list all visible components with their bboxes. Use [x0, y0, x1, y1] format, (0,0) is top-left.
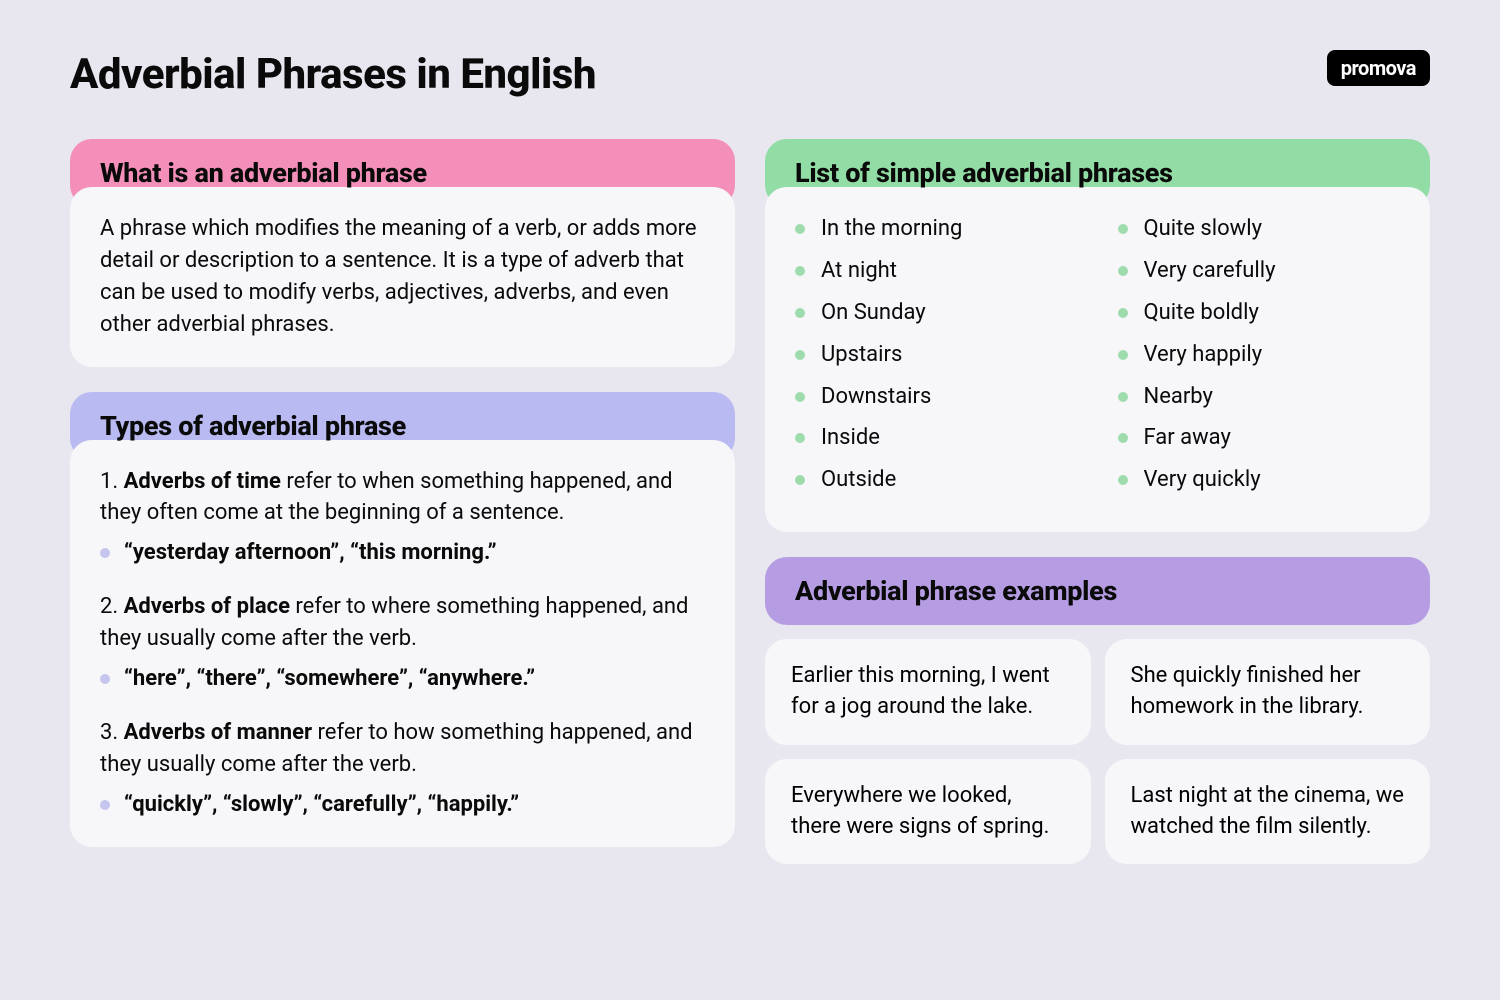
bullet-icon — [795, 475, 805, 485]
page-title: Adverbial Phrases in English — [70, 50, 596, 99]
list-item-label: At night — [821, 255, 897, 287]
list-item-label: In the morning — [821, 213, 962, 245]
example-box: Last night at the cinema, we watched the… — [1105, 759, 1431, 865]
bullet-icon — [1118, 350, 1128, 360]
list-item: In the morning — [795, 213, 1078, 245]
list-item-label: Upstairs — [821, 339, 902, 371]
type-num: 1. — [100, 469, 118, 494]
bullet-icon — [100, 548, 110, 558]
type-bold: Adverbs of manner — [124, 720, 312, 745]
examples-card: Adverbial phrase examples Earlier this m… — [765, 557, 1430, 864]
list-item-label: Quite slowly — [1144, 213, 1262, 245]
type-example: “yesterday afternoon”, “this morning.” — [124, 537, 497, 569]
type-example: “here”, “there”, “somewhere”, “anywhere.… — [124, 663, 535, 695]
type-bold: Adverbs of place — [124, 594, 290, 619]
bullet-icon — [795, 350, 805, 360]
example-box: Everywhere we looked, there were signs o… — [765, 759, 1091, 865]
list-item-label: Very carefully — [1144, 255, 1276, 287]
list-item: Far away — [1118, 422, 1401, 454]
bullet-icon — [795, 266, 805, 276]
list-item: Very happily — [1118, 339, 1401, 371]
what-body: A phrase which modifies the meaning of a… — [70, 187, 735, 367]
bullet-icon — [1118, 433, 1128, 443]
list-item-label: Outside — [821, 464, 896, 496]
list-item: Quite slowly — [1118, 213, 1401, 245]
list-item: Nearby — [1118, 381, 1401, 413]
list-item: Inside — [795, 422, 1078, 454]
bullet-icon — [100, 674, 110, 684]
types-card: Types of adverbial phrase 1. Adverbs of … — [70, 392, 735, 847]
example-box: Earlier this morning, I went for a jog a… — [765, 639, 1091, 745]
list-item: At night — [795, 255, 1078, 287]
type-num: 3. — [100, 720, 118, 745]
bullet-icon — [1118, 392, 1128, 402]
bullet-icon — [1118, 224, 1128, 234]
list-item: On Sunday — [795, 297, 1078, 329]
bullet-icon — [795, 308, 805, 318]
type-num: 2. — [100, 594, 118, 619]
type-item: 3. Adverbs of manner refer to how someth… — [100, 717, 705, 821]
list-item: Upstairs — [795, 339, 1078, 371]
right-column: List of simple adverbial phrases In the … — [765, 139, 1430, 864]
list-item-label: Inside — [821, 422, 880, 454]
list-item: Very carefully — [1118, 255, 1401, 287]
list-card: List of simple adverbial phrases In the … — [765, 139, 1430, 532]
type-example: “quickly”, “slowly”, “carefully”, “happi… — [124, 789, 519, 821]
bullet-icon — [1118, 475, 1128, 485]
list-item-label: Nearby — [1144, 381, 1213, 413]
left-column: What is an adverbial phrase A phrase whi… — [70, 139, 735, 864]
example-box: She quickly finished her homework in the… — [1105, 639, 1431, 745]
list-item: Very quickly — [1118, 464, 1401, 496]
bullet-icon — [795, 433, 805, 443]
bullet-icon — [1118, 266, 1128, 276]
type-item: 1. Adverbs of time refer to when somethi… — [100, 466, 705, 570]
types-body: 1. Adverbs of time refer to when somethi… — [70, 440, 735, 847]
examples-heading: Adverbial phrase examples — [765, 557, 1430, 625]
bullet-icon — [795, 224, 805, 234]
what-card: What is an adverbial phrase A phrase whi… — [70, 139, 735, 367]
list-item-label: Downstairs — [821, 381, 931, 413]
bullet-icon — [100, 800, 110, 810]
list-item-label: On Sunday — [821, 297, 926, 329]
bullet-icon — [795, 392, 805, 402]
bullet-icon — [1118, 308, 1128, 318]
list-item-label: Quite boldly — [1144, 297, 1259, 329]
list-item-label: Very quickly — [1144, 464, 1261, 496]
type-item: 2. Adverbs of place refer to where somet… — [100, 591, 705, 695]
brand-logo: promova — [1327, 50, 1430, 86]
list-col-2: Quite slowly Very carefully Quite boldly… — [1118, 213, 1401, 506]
list-item-label: Far away — [1144, 422, 1231, 454]
type-bold: Adverbs of time — [124, 469, 281, 494]
list-item-label: Very happily — [1144, 339, 1263, 371]
list-col-1: In the morning At night On Sunday Upstai… — [795, 213, 1078, 506]
list-item: Quite boldly — [1118, 297, 1401, 329]
list-item: Outside — [795, 464, 1078, 496]
list-item: Downstairs — [795, 381, 1078, 413]
list-body: In the morning At night On Sunday Upstai… — [765, 187, 1430, 532]
